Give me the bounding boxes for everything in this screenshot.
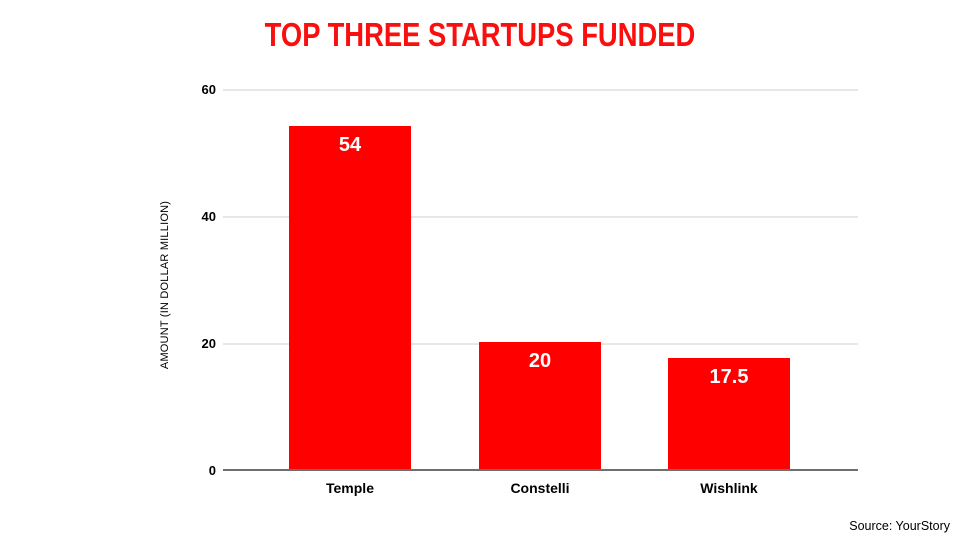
x-category-label-wishlink: Wishlink <box>700 480 758 496</box>
gridline-60 <box>223 89 858 91</box>
y-tick-label-0: 0 <box>208 463 216 478</box>
x-category-label-constelli: Constelli <box>510 480 570 496</box>
plot-area: 54 Temple 20 Constelli 17.5 Wishlink <box>223 89 858 496</box>
bar-temple: 54 <box>289 126 411 469</box>
y-tick-label-60: 60 <box>201 82 216 97</box>
bar-value-label-temple: 54 <box>338 134 362 156</box>
y-tick-label-20: 20 <box>201 336 216 351</box>
bar-constelli: 20 <box>479 342 601 469</box>
bar-value-label-constelli: 20 <box>528 350 552 372</box>
bar-wishlink: 17.5 <box>668 358 790 469</box>
gridline-40 <box>223 216 858 218</box>
source-note: Source: YourStory <box>849 519 950 533</box>
chart-title: TOP THREE STARTUPS FUNDED <box>264 16 696 53</box>
y-axis-title: AMOUNT (IN DOLLAR MILLION) <box>159 200 171 370</box>
bar-value-label-wishlink: 17.5 <box>709 366 749 388</box>
x-category-label-temple: Temple <box>326 480 374 496</box>
x-axis-baseline <box>223 469 858 471</box>
y-tick-label-40: 40 <box>201 209 216 224</box>
